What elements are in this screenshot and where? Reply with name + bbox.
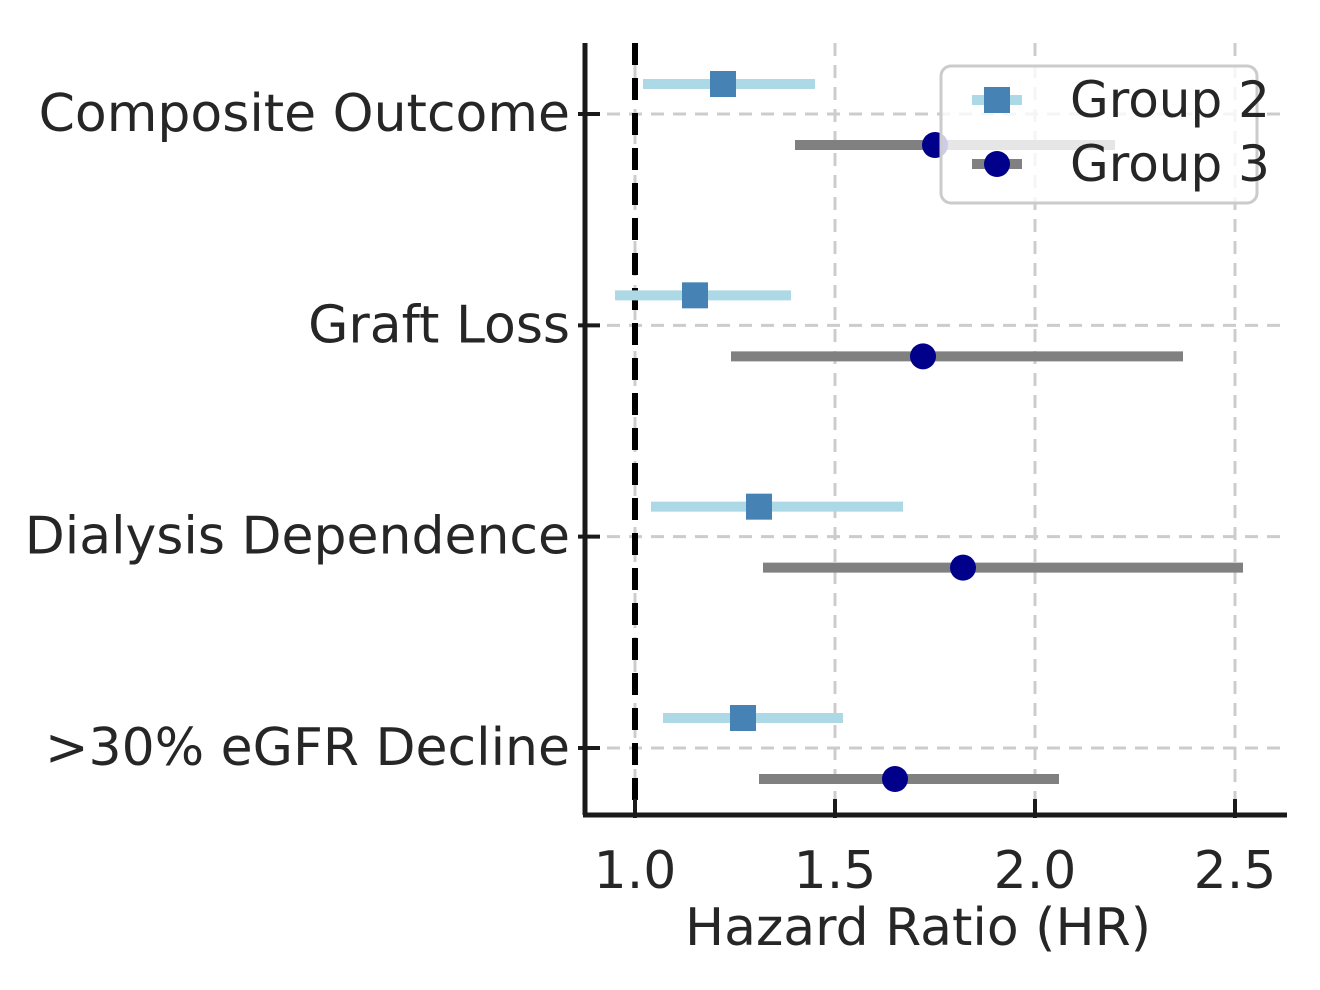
- legend-marker-circle: [984, 151, 1010, 177]
- marker-square-2: [746, 493, 772, 520]
- x-tick-label: 2.0: [994, 841, 1077, 901]
- marker-circle-2: [950, 554, 976, 581]
- y-category-label: >30% eGFR Decline: [45, 718, 570, 778]
- marker-square-0: [710, 71, 736, 97]
- marker-circle-3: [882, 766, 908, 792]
- marker-square-1: [682, 282, 708, 309]
- marker-square-3: [730, 705, 756, 731]
- y-category-label: Graft Loss: [308, 295, 570, 355]
- marker-circle-1: [910, 343, 936, 370]
- legend-marker-square: [984, 87, 1010, 113]
- legend-label-1: Group 3: [1070, 135, 1270, 193]
- x-tick-label: 2.5: [1194, 841, 1277, 901]
- x-tick-label: 1.5: [794, 841, 877, 901]
- x-tick-label: 1.0: [594, 841, 677, 901]
- legend-label-0: Group 2: [1070, 71, 1270, 129]
- x-axis-title: Hazard Ratio (HR): [685, 898, 1151, 958]
- y-category-label: Dialysis Dependence: [25, 507, 570, 567]
- y-category-label: Composite Outcome: [39, 84, 570, 144]
